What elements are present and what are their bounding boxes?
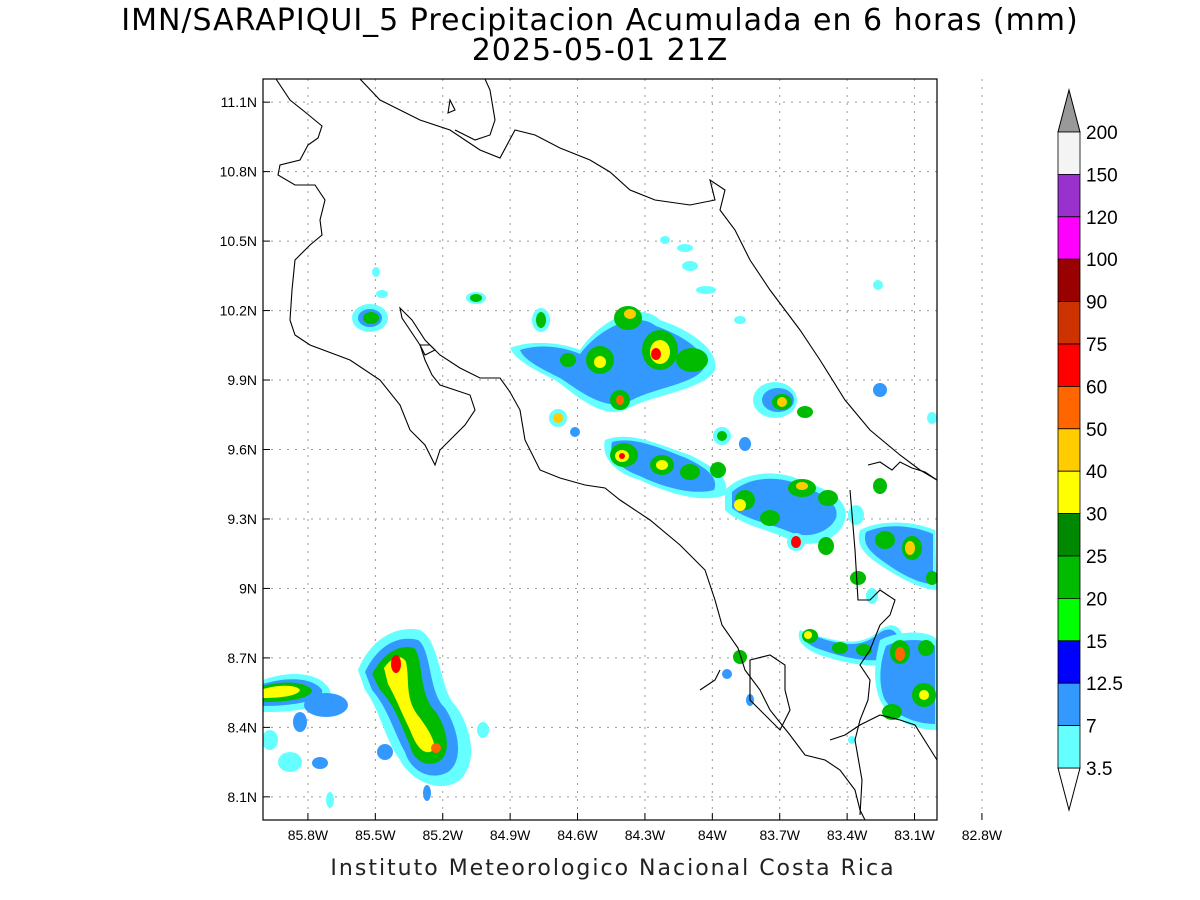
lon-tick-label: 84.3W	[625, 827, 666, 843]
colorbar-swatch	[1057, 682, 1081, 727]
lon-tick-label: 82.8W	[962, 827, 1003, 843]
lat-tick-label: 10.8N	[220, 164, 257, 180]
colorbar-label: 3.5	[1086, 759, 1112, 780]
precip-cell-east	[696, 280, 937, 744]
colorbar-swatch	[1057, 301, 1081, 345]
lon-tick-label: 85.2W	[422, 827, 463, 843]
map-title: IMN/SARAPIQUI_5 Precipitacion Acumulada …	[121, 3, 1079, 38]
lon-tick-label: 84.6W	[557, 827, 598, 843]
colorbar-label: 20	[1086, 589, 1107, 610]
colorbar-label: 50	[1086, 420, 1107, 441]
lon-tick-label: 83.1W	[894, 827, 935, 843]
colorbar-label: 7	[1086, 717, 1097, 738]
colorbar-label: 60	[1086, 377, 1107, 398]
lon-tick-label: 85.5W	[355, 827, 396, 843]
colorbar-label: 75	[1086, 335, 1107, 356]
lat-tick-label: 9.3N	[227, 511, 257, 527]
map-timestamp: 2025-05-01 21Z	[471, 33, 729, 68]
lon-tick-label: 84.9W	[490, 827, 531, 843]
lon-tick-label: 83.7W	[759, 827, 800, 843]
lon-tick-label: 85.8W	[288, 827, 329, 843]
colorbar-label: 40	[1086, 462, 1107, 483]
colorbar-bottom-arrow	[1057, 767, 1081, 812]
precipitation-field	[263, 236, 937, 808]
colorbar-swatch	[1057, 385, 1081, 430]
colorbar: 200 150 120 100 90 75 60 50 40 30 25 20 15 12.5 7 3.5	[1057, 88, 1123, 812]
lat-tick-label: 9.9N	[227, 372, 257, 388]
lat-tick-label: 9N	[239, 580, 257, 596]
lat-tick-label: 9.6N	[227, 442, 257, 458]
lat-tick-label: 10.5N	[220, 233, 257, 249]
axes: 11.1N 10.8N 10.5N 10.2N 9.9N 9.6N 9.3N 9N 8.7N 8.…	[220, 94, 1003, 843]
lat-tick-label: 8.7N	[227, 650, 257, 666]
colorbar-label: 120	[1086, 208, 1118, 229]
colorbar-swatch	[1057, 258, 1081, 303]
precip-cell-central	[352, 236, 716, 437]
colorbar-swatch	[1057, 428, 1081, 472]
colorbar-swatch	[1057, 598, 1081, 642]
colorbar-swatch	[1057, 555, 1081, 599]
lon-tick-label: 84W	[698, 827, 728, 843]
colorbar-label: 12.5	[1086, 674, 1123, 695]
coastline-borders	[275, 79, 937, 820]
colorbar-swatch	[1057, 343, 1081, 387]
precip-cell-middle	[604, 382, 813, 499]
colorbar-swatch	[1057, 640, 1081, 684]
lat-tick-label: 8.1N	[227, 789, 257, 805]
colorbar-label: 25	[1086, 547, 1107, 568]
colorbar-swatch	[1057, 470, 1081, 515]
lat-tick-label: 11.1N	[221, 94, 257, 110]
colorbar-label: 200	[1086, 123, 1118, 144]
colorbar-swatch	[1057, 131, 1081, 175]
colorbar-swatch	[1057, 173, 1081, 218]
lat-tick-label: 8.4N	[227, 719, 257, 735]
colorbar-label: 90	[1086, 293, 1107, 314]
lon-tick-label: 83.4W	[827, 827, 868, 843]
colorbar-label: 30	[1086, 505, 1107, 526]
colorbar-swatch	[1057, 513, 1081, 557]
colorbar-swatch	[1057, 216, 1081, 260]
colorbar-label: 15	[1086, 632, 1107, 653]
colorbar-top-arrow	[1057, 88, 1081, 133]
lat-tick-label: 10.2N	[220, 303, 257, 319]
colorbar-swatch	[1057, 725, 1081, 769]
colorbar-label: 100	[1086, 250, 1118, 271]
precip-cell-southwest	[263, 629, 489, 808]
colorbar-label: 150	[1086, 165, 1118, 186]
footer-credit: Instituto Meteorologico Nacional Costa R…	[330, 856, 896, 881]
